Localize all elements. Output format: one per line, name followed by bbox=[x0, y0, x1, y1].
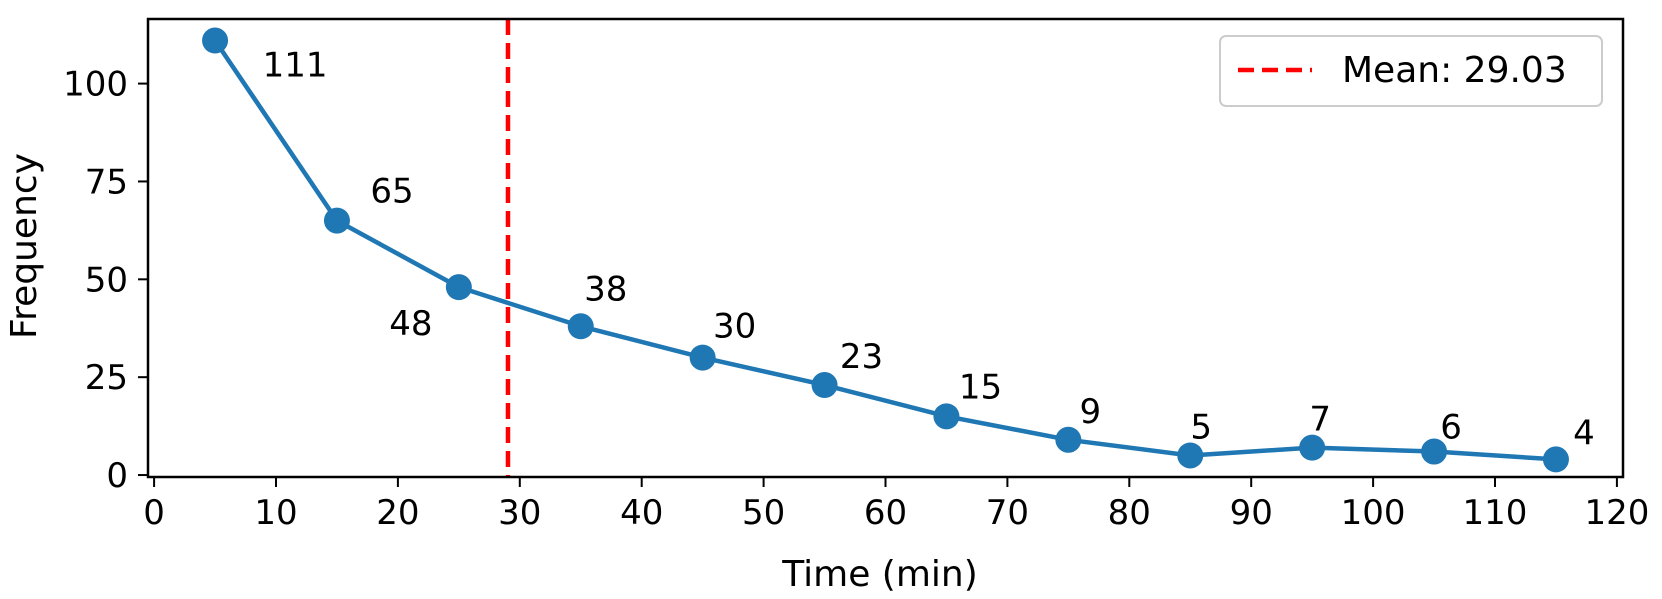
x-tick-label: 120 bbox=[1584, 493, 1649, 533]
x-tick-label: 20 bbox=[376, 493, 419, 533]
data-label: 38 bbox=[584, 269, 627, 309]
x-tick-label: 10 bbox=[254, 493, 297, 533]
data-point-marker bbox=[567, 313, 594, 340]
x-axis-label: Time (min) bbox=[781, 554, 978, 595]
data-label: 7 bbox=[1309, 400, 1331, 440]
data-point-marker bbox=[933, 403, 960, 430]
x-tick-label: 100 bbox=[1341, 493, 1406, 533]
data-point-marker bbox=[1299, 434, 1326, 461]
legend: Mean: 29.03 bbox=[1219, 35, 1603, 107]
data-point-marker bbox=[202, 27, 229, 54]
data-point-marker bbox=[1177, 442, 1204, 469]
data-label: 23 bbox=[840, 337, 883, 377]
series-line bbox=[213, 39, 1557, 462]
y-tick-label: 75 bbox=[85, 162, 128, 202]
legend-mean-label: Mean: 29.03 bbox=[1342, 50, 1567, 91]
data-label: 4 bbox=[1573, 413, 1595, 453]
x-tick-label: 0 bbox=[143, 493, 165, 533]
data-label: 111 bbox=[263, 46, 328, 86]
y-tick-label: 100 bbox=[63, 65, 128, 105]
data-label: 65 bbox=[370, 172, 413, 212]
data-point-marker bbox=[1542, 446, 1569, 473]
legend-box bbox=[1219, 35, 1603, 107]
x-tick-label: 60 bbox=[864, 493, 907, 533]
data-point-marker bbox=[1055, 426, 1082, 453]
data-label: 5 bbox=[1190, 407, 1212, 447]
x-tick-label: 70 bbox=[986, 493, 1029, 533]
data-point-marker bbox=[811, 372, 838, 399]
y-tick-label: 50 bbox=[85, 260, 128, 300]
data-label: 9 bbox=[1080, 392, 1102, 432]
data-point-marker bbox=[445, 274, 472, 301]
x-tick-label: 110 bbox=[1463, 493, 1528, 533]
data-point-marker bbox=[323, 207, 350, 234]
y-tick-label: 25 bbox=[85, 358, 128, 398]
x-tick-label: 90 bbox=[1230, 493, 1273, 533]
x-tick-label: 30 bbox=[498, 493, 541, 533]
x-tick-label: 40 bbox=[620, 493, 663, 533]
data-point-marker bbox=[689, 344, 716, 371]
y-axis-label: Frequency bbox=[4, 153, 45, 339]
y-tick-label: 0 bbox=[106, 456, 128, 496]
data-label: 48 bbox=[389, 304, 432, 344]
data-point-marker bbox=[1421, 438, 1448, 465]
x-tick-label: 50 bbox=[742, 493, 785, 533]
data-label: 6 bbox=[1440, 408, 1462, 448]
data-label: 30 bbox=[713, 307, 756, 347]
axes-frame bbox=[146, 17, 1625, 479]
x-tick-label: 80 bbox=[1108, 493, 1151, 533]
data-label: 15 bbox=[959, 367, 1002, 407]
